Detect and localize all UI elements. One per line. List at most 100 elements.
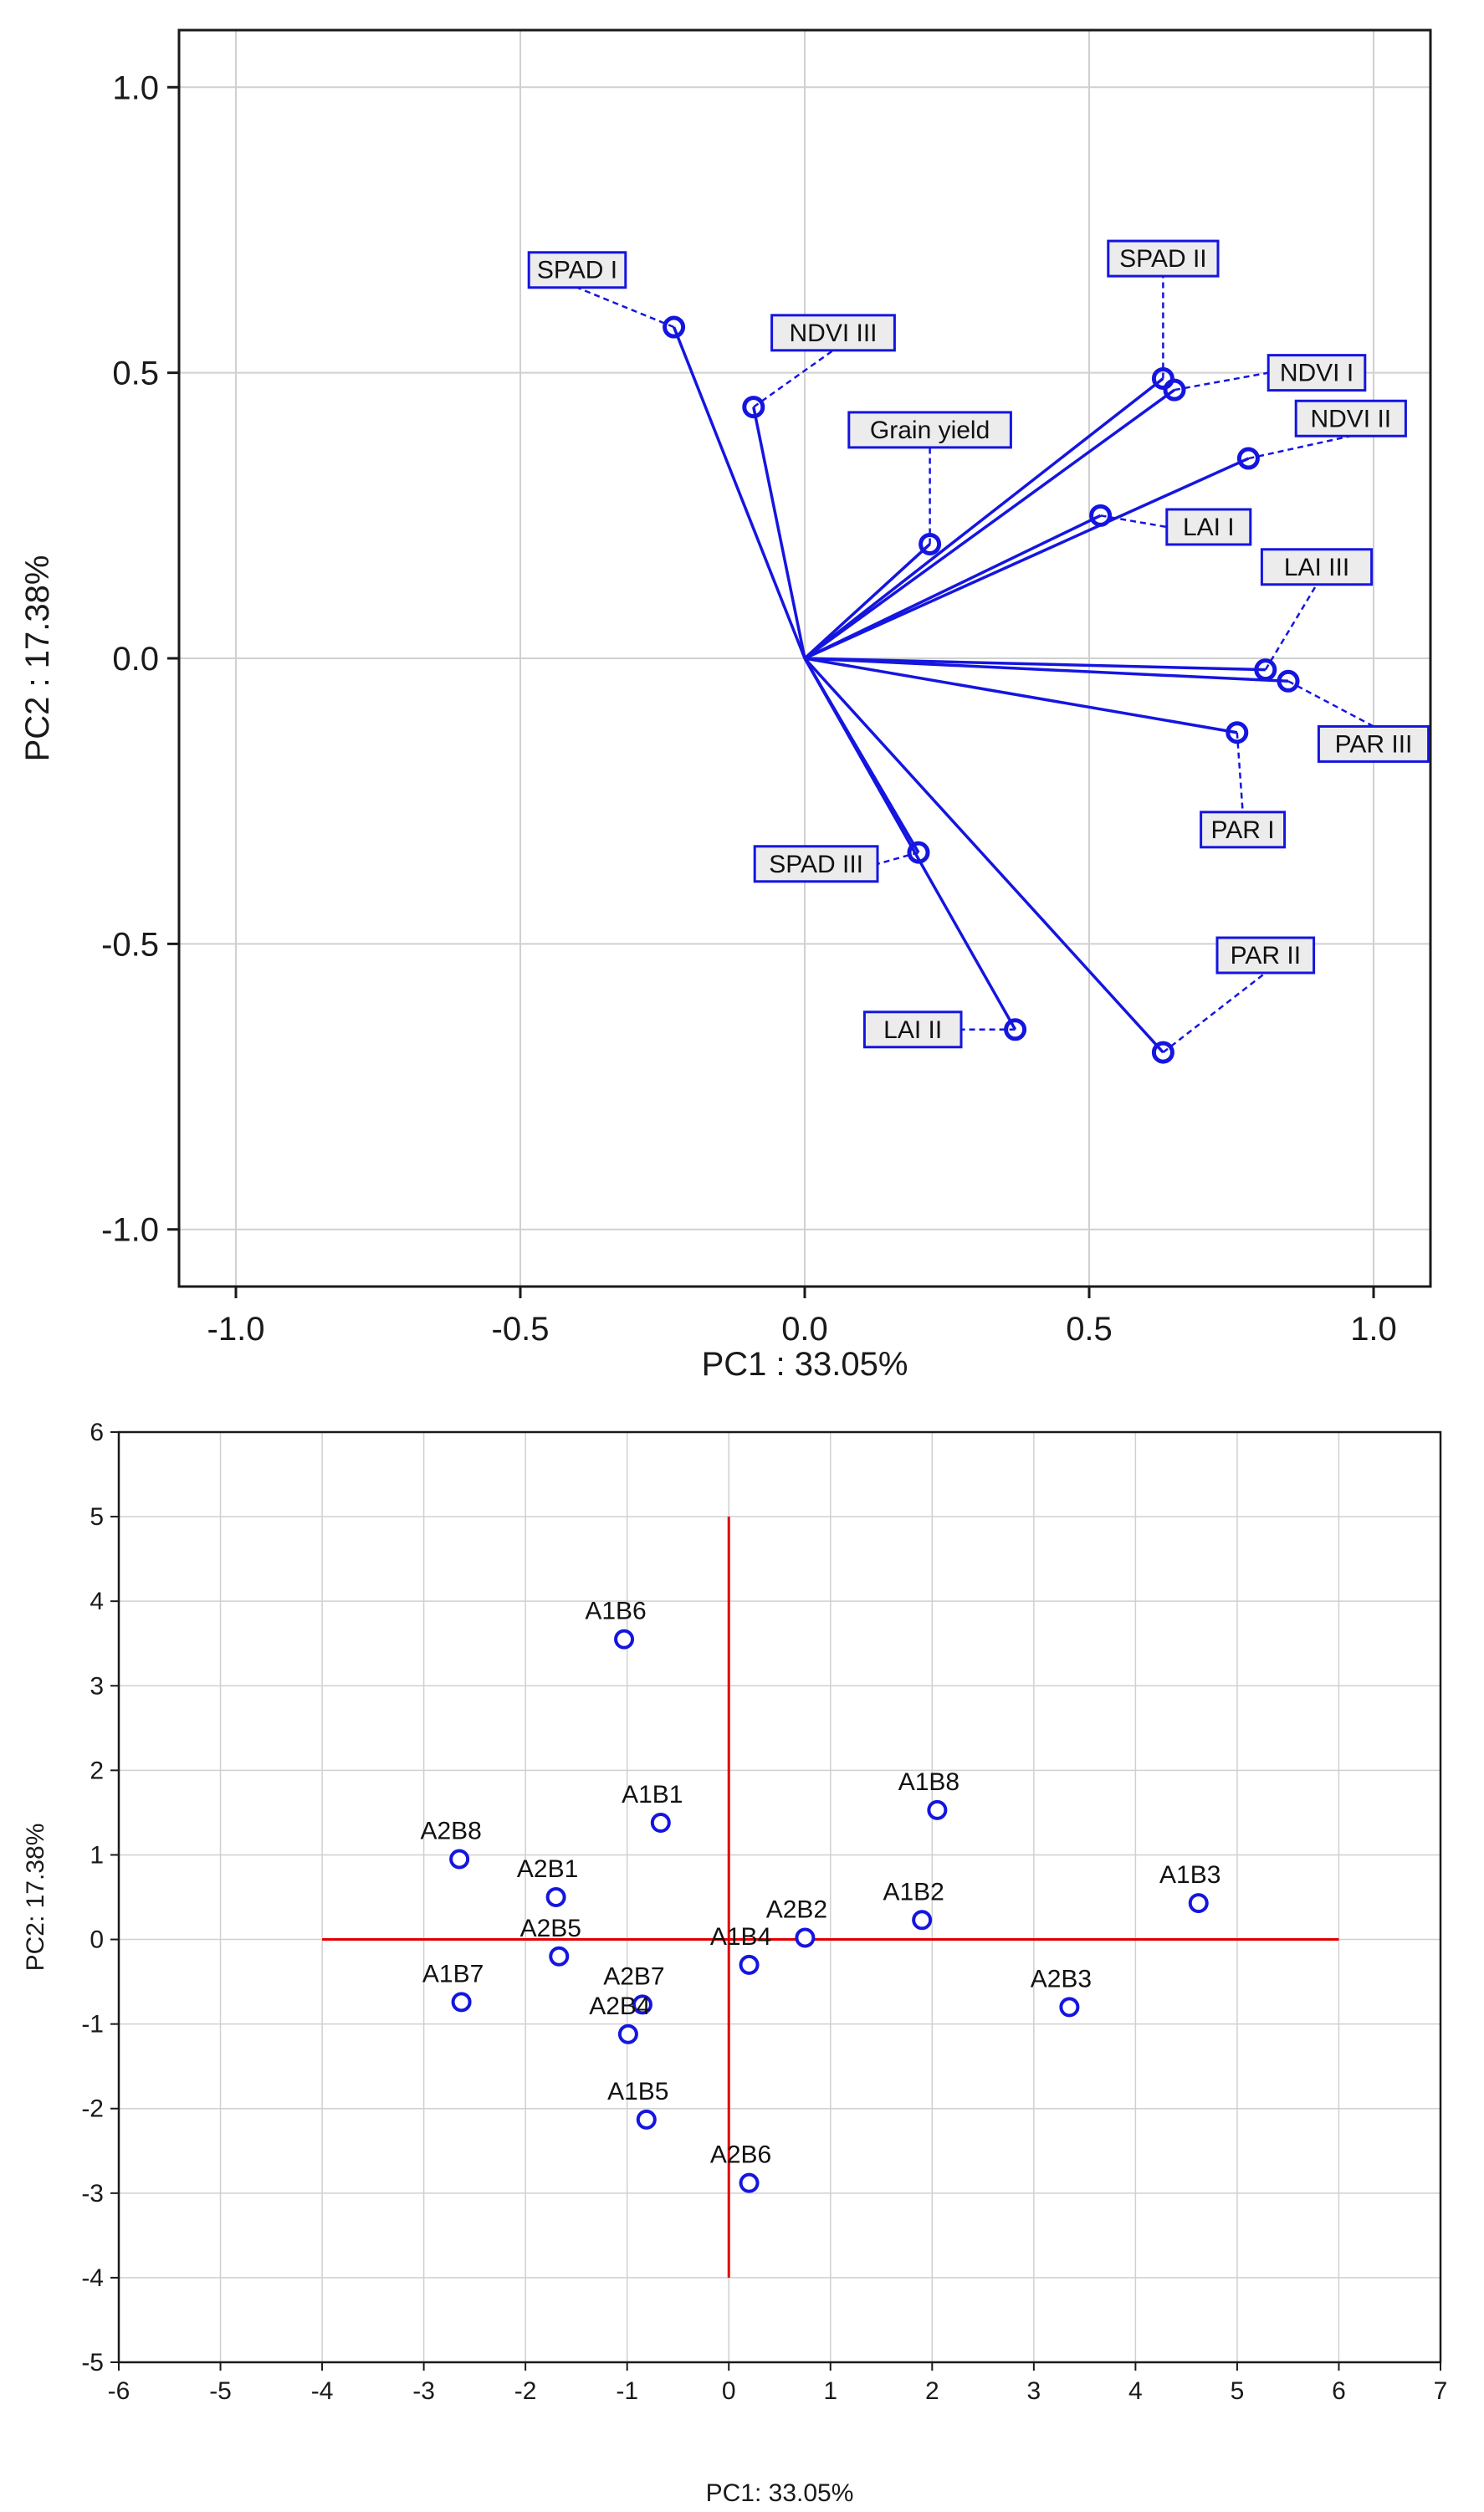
score-point-label: A1B1 [622, 1781, 683, 1809]
loading-label-box [1267, 354, 1367, 392]
score-point [614, 1629, 635, 1650]
loading-vector-label: NDVI II [1310, 405, 1391, 432]
score-y-tick-label: 1 [90, 1841, 104, 1869]
loading-x-tick-label: 0.5 [1066, 1311, 1113, 1348]
loading-y-tick-label: -1.0 [101, 1212, 159, 1249]
loading-vector-point [1151, 366, 1174, 390]
loading-label-box [1317, 724, 1430, 763]
loading-vector-label: PAR III [1335, 730, 1413, 758]
loading-label-box [1107, 239, 1220, 278]
score-x-tick-label: -1 [616, 2377, 638, 2405]
loading-label-leader [576, 286, 675, 329]
score-point [632, 1994, 652, 2015]
score-point-label: A1B6 [585, 1598, 646, 1625]
score-x-tick-label: 5 [1231, 2377, 1245, 2405]
loading-vector-line [752, 407, 806, 659]
loading-label-leader [1248, 435, 1352, 460]
score-point [549, 1946, 570, 1967]
loading-label-box [1294, 399, 1407, 437]
loading-vector-point [1236, 447, 1260, 470]
loading-label-box [527, 251, 627, 289]
loading-vector-line [803, 388, 1176, 660]
loading-label-leader [753, 349, 834, 408]
loading-label-box [1165, 508, 1252, 546]
score-x-tick-label: -6 [108, 2377, 130, 2405]
loading-vector-line [804, 457, 1250, 660]
loading-vector-point [1226, 721, 1249, 744]
loading-y-tick-label: 0.0 [112, 641, 159, 678]
score-point-label: A2B8 [420, 1818, 481, 1845]
loading-vector-line [803, 657, 1164, 1054]
loading-grid [179, 30, 1430, 1287]
score-point-label: A2B3 [1031, 1965, 1092, 1993]
score-point [617, 2023, 638, 2044]
score-y-tick-label: -2 [81, 2095, 104, 2123]
score-y-axis-label: PC2: 17.38% [22, 1824, 49, 1972]
score-y-tick-label: 2 [90, 1757, 104, 1784]
loading-vector-label: NDVI III [789, 320, 877, 347]
loading-vector-point [919, 532, 942, 555]
loading-x-tick-label: -0.5 [492, 1311, 550, 1348]
score-x-tick-label: 2 [925, 2377, 939, 2405]
loading-label-leader [1100, 514, 1168, 529]
loading-label-leader [1264, 584, 1318, 671]
loading-label-leader [1162, 972, 1267, 1054]
score-point [739, 1954, 760, 1975]
score-point-label: A2B2 [766, 1896, 827, 1924]
score-point-label: A2B6 [710, 2141, 771, 2169]
loading-vector-label: SPAD II [1119, 245, 1206, 273]
loading-axis-ticks: -1.0 -0.5 0.0 0.5 1.0 -1.0 -0.5 0.0 0.5 1.0 [101, 69, 1397, 1348]
score-x-tick-label: -5 [209, 2377, 232, 2405]
score-point [1059, 1997, 1080, 2018]
loading-vectors [663, 315, 1300, 1064]
loading-y-tick-label: -0.5 [101, 926, 159, 963]
score-point [545, 1887, 566, 1907]
score-point-label: A2B1 [517, 1855, 578, 1883]
loading-vector-point [663, 315, 686, 339]
loading-label-leader [1174, 371, 1269, 391]
score-y-tick-label: -5 [81, 2349, 104, 2376]
loading-y-tick-label: 1.0 [112, 69, 159, 106]
loading-y-axis-label: PC2 : 17.38% [19, 555, 56, 762]
score-point-label: A1B8 [898, 1768, 959, 1796]
loading-x-axis-label: PC1 : 33.05% [702, 1346, 908, 1383]
loading-x-tick-label: 0.0 [781, 1311, 828, 1348]
score-point-label: A2B5 [520, 1915, 581, 1942]
loading-label-box [1260, 548, 1374, 586]
loading-vector-label: LAI II [883, 1016, 942, 1044]
loading-label-box [1215, 936, 1316, 975]
score-x-tick-label: 4 [1128, 2377, 1143, 2405]
loading-label-box [753, 845, 879, 883]
loading-vector-point [1254, 658, 1277, 682]
loading-label-box [862, 1010, 963, 1049]
loading-vector-point [1277, 669, 1300, 693]
loading-vector-line [804, 657, 1266, 672]
loading-label-box [770, 314, 896, 352]
loading-label-leader [1236, 732, 1244, 812]
loading-x-tick-label: 1.0 [1350, 1311, 1397, 1348]
score-point-label: A1B4 [710, 1923, 771, 1951]
score-point-label: A1B5 [607, 2078, 668, 2105]
score-point-label: A1B3 [1159, 1861, 1220, 1889]
score-point [912, 1910, 933, 1931]
score-y-tick-label: 0 [90, 1926, 104, 1954]
loading-label-box [1200, 811, 1287, 849]
score-point [795, 1927, 816, 1948]
score-x-tick-label: 6 [1332, 2377, 1346, 2405]
score-point-label: A1B2 [883, 1878, 944, 1906]
loading-vector-line [804, 657, 1238, 734]
loading-vector-label: LAI I [1183, 514, 1235, 541]
score-y-tick-label: 4 [90, 1588, 104, 1615]
loading-vector-label: Grain yield [870, 417, 990, 444]
loading-label-leader [877, 851, 919, 865]
loading-x-tick-label: -1.0 [207, 1311, 265, 1348]
score-point [636, 2109, 657, 2130]
score-x-tick-label: -2 [514, 2377, 537, 2405]
loading-vector-label: PAR II [1231, 942, 1301, 969]
loading-vector-point [742, 396, 765, 419]
score-point [1188, 1893, 1209, 1914]
loading-vector-line [804, 514, 1102, 660]
score-point [451, 1992, 472, 2013]
